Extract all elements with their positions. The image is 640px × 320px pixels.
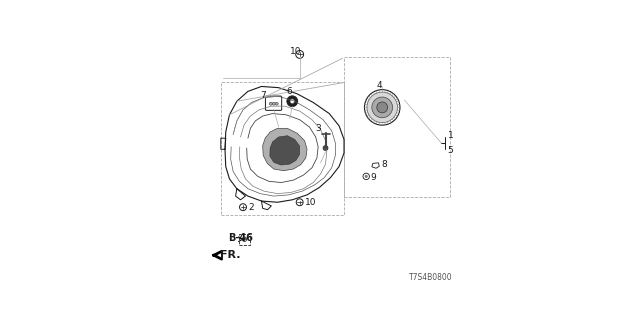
Circle shape: [239, 204, 246, 211]
Circle shape: [323, 146, 328, 150]
Text: B-46: B-46: [228, 233, 253, 243]
Circle shape: [275, 102, 278, 105]
Text: 8: 8: [381, 160, 387, 169]
Circle shape: [287, 96, 298, 107]
Polygon shape: [262, 128, 307, 171]
Circle shape: [296, 51, 303, 58]
Bar: [344, 57, 450, 197]
Circle shape: [363, 173, 369, 180]
Polygon shape: [372, 163, 380, 168]
Circle shape: [377, 102, 388, 113]
Text: 9: 9: [371, 173, 376, 182]
Circle shape: [272, 102, 275, 105]
Polygon shape: [225, 86, 344, 202]
Circle shape: [296, 199, 303, 206]
Text: 3: 3: [316, 124, 321, 133]
Circle shape: [365, 175, 367, 178]
Text: 10: 10: [305, 198, 316, 207]
FancyBboxPatch shape: [266, 96, 282, 110]
Circle shape: [372, 97, 392, 118]
Circle shape: [290, 99, 294, 103]
Circle shape: [243, 237, 246, 241]
Circle shape: [269, 102, 272, 105]
Text: 6: 6: [286, 87, 292, 96]
Circle shape: [364, 90, 400, 125]
Text: 5: 5: [447, 146, 453, 155]
Text: FR.: FR.: [220, 250, 240, 260]
Bar: [239, 234, 250, 244]
Circle shape: [367, 92, 397, 123]
Text: 10: 10: [290, 47, 301, 56]
Text: 7: 7: [260, 91, 266, 100]
Text: 1: 1: [447, 131, 453, 140]
Text: T7S4B0800: T7S4B0800: [410, 273, 453, 282]
Bar: [221, 82, 344, 215]
Text: 2: 2: [248, 203, 253, 212]
Polygon shape: [270, 136, 300, 165]
Text: 4: 4: [377, 81, 383, 90]
